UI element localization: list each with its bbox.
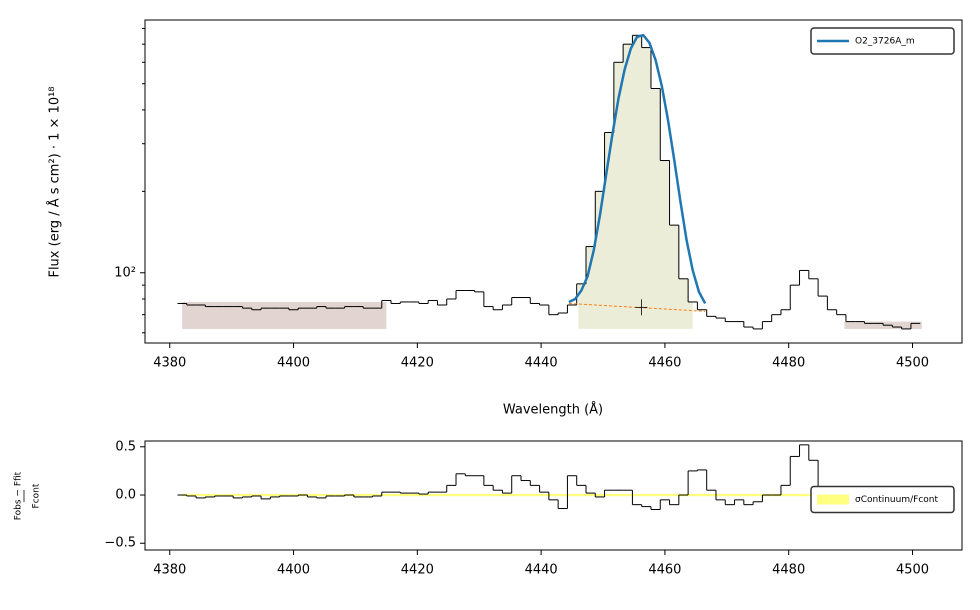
shaded-band <box>182 301 387 329</box>
shaded-band <box>182 493 922 497</box>
x-tick-label: 4440 <box>525 356 558 371</box>
plot-area <box>177 33 922 330</box>
y-axis-label-numerator: Fobs − Ffit <box>14 471 24 520</box>
legend-swatch <box>817 494 849 505</box>
x-tick-label: 4380 <box>153 563 186 578</box>
x-tick-label: 4380 <box>153 356 186 371</box>
y-tick-label: 0.5 <box>115 439 136 454</box>
y-axis-label-denominator: Fcont <box>32 483 42 508</box>
x-tick-label: 4500 <box>896 563 929 578</box>
x-tick-label: 4480 <box>772 563 805 578</box>
legend-label: σContinuum/Fcont <box>855 495 938 505</box>
line-region-fill <box>578 35 693 329</box>
x-tick-label: 4420 <box>401 563 434 578</box>
x-tick-label: 4400 <box>277 356 310 371</box>
continuum-line <box>568 302 706 312</box>
y-tick-label: 10² <box>114 265 136 280</box>
x-axis-label: Wavelength (Å) <box>503 402 603 418</box>
legend-label: O2_3726A_m <box>855 37 915 47</box>
legend-box <box>810 27 955 55</box>
x-tick-label: 4420 <box>401 356 434 371</box>
x-tick-label: 4460 <box>648 356 681 371</box>
legend-box <box>810 485 955 514</box>
x-tick-label: 4400 <box>277 563 310 578</box>
x-tick-label: 4460 <box>648 563 681 578</box>
y-tick-label: 0.0 <box>115 488 136 503</box>
y-tick-label: −0.5 <box>104 536 136 551</box>
axes-frame <box>144 19 963 344</box>
y-axis-label: Flux (erg / Å s cm²) · 1 × 10¹⁸ <box>47 86 63 277</box>
fit-line <box>568 33 707 305</box>
x-tick-label: 4480 <box>772 356 805 371</box>
x-tick-label: 4440 <box>525 563 558 578</box>
x-tick-label: 4500 <box>896 356 929 371</box>
